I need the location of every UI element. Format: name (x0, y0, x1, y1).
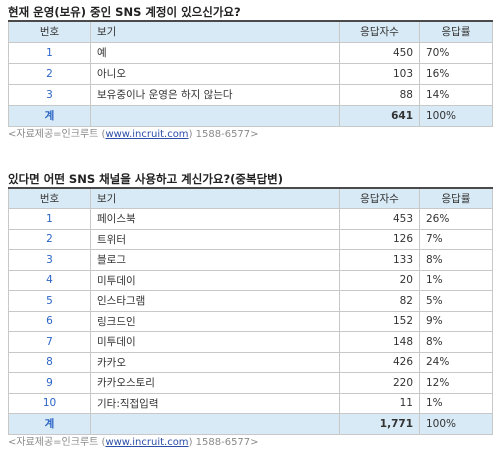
row-rate: 9% (419, 310, 493, 332)
row-option: 보유중이나 운영은 하지 않는다 (90, 83, 340, 106)
row-option: 카카오스토리 (90, 372, 340, 394)
row-responses: 88 (339, 83, 420, 106)
source-link[interactable]: www.incruit.com (105, 436, 189, 448)
total-responses: 1,771 (339, 413, 420, 435)
source-suffix: ) 1588-6577> (188, 436, 259, 448)
row-option: 미투데이 (90, 331, 340, 353)
row-rate: 24% (419, 351, 493, 373)
header-rate: 응답률 (419, 20, 493, 43)
row-responses: 148 (339, 331, 420, 353)
header-no: 번호 (8, 187, 91, 209)
row-responses: 103 (339, 62, 420, 85)
row-rate: 16% (419, 62, 493, 85)
row-no: 1 (8, 41, 91, 64)
row-responses: 82 (339, 290, 420, 312)
row-responses: 152 (339, 310, 420, 332)
row-option: 링크드인 (90, 310, 340, 332)
total-row: 계 641 100% (8, 104, 493, 127)
row-no: 10 (8, 392, 91, 414)
survey-2-section: 있다면 어떤 SNS 채널을 사용하고 계신가요?(중복답변) 번호 보기 응답… (8, 171, 493, 451)
table-row: 5 인스타그램 82 5% (8, 290, 493, 312)
row-option: 아니오 (90, 62, 340, 85)
row-no: 2 (8, 62, 91, 85)
table-row: 1 페이스북 453 26% (8, 208, 493, 230)
row-no: 2 (8, 228, 91, 250)
survey-1-title: 현재 운영(보유) 중인 SNS 계정이 있으신가요? (8, 5, 241, 19)
survey-1-table: 번호 보기 응답자수 응답률 1 예 450 70% 2 아니오 103 16%… (8, 20, 493, 127)
survey-1-source: <자료제공=인크루트 (www.incruit.com) 1588-6577> (8, 127, 492, 143)
total-option-empty (90, 413, 340, 435)
table-row: 3 블로그 133 8% (8, 249, 493, 271)
row-rate: 8% (419, 331, 493, 353)
row-no: 6 (8, 310, 91, 332)
row-rate: 12% (419, 372, 493, 394)
row-rate: 14% (419, 83, 493, 106)
row-no: 4 (8, 269, 91, 291)
header-responses: 응답자수 (339, 187, 420, 209)
row-option: 인스타그램 (90, 290, 340, 312)
row-no: 9 (8, 372, 91, 394)
table-row: 4 미투데이 20 1% (8, 269, 493, 291)
total-rate: 100% (419, 104, 493, 127)
table-row: 2 아니오 103 16% (8, 62, 493, 85)
total-rate: 100% (419, 413, 493, 435)
row-no: 3 (8, 83, 91, 106)
row-no: 3 (8, 249, 91, 271)
source-prefix: <자료제공=인크루트 ( (8, 436, 106, 448)
source-suffix: ) 1588-6577> (188, 128, 259, 140)
table-row: 7 미투데이 148 8% (8, 331, 493, 353)
row-no: 5 (8, 290, 91, 312)
row-rate: 1% (419, 392, 493, 414)
row-responses: 453 (339, 208, 420, 230)
table-header-row: 번호 보기 응답자수 응답률 (8, 187, 493, 209)
row-rate: 26% (419, 208, 493, 230)
row-responses: 20 (339, 269, 420, 291)
table-row: 9 카카오스토리 220 12% (8, 372, 493, 394)
row-no: 8 (8, 351, 91, 373)
total-responses: 641 (339, 104, 420, 127)
table-row: 2 트위터 126 7% (8, 228, 493, 250)
table-row: 3 보유중이나 운영은 하지 않는다 88 14% (8, 83, 493, 106)
row-responses: 220 (339, 372, 420, 394)
table-row: 1 예 450 70% (8, 41, 493, 64)
survey-2-source: <자료제공=인크루트 (www.incruit.com) 1588-6577> (8, 435, 492, 451)
survey-2-title: 있다면 어떤 SNS 채널을 사용하고 계신가요?(중복답변) (8, 172, 283, 186)
header-option: 보기 (90, 20, 340, 43)
header-no: 번호 (8, 20, 91, 43)
row-responses: 11 (339, 392, 420, 414)
row-option: 트위터 (90, 228, 340, 250)
row-responses: 133 (339, 249, 420, 271)
survey-1-section: 현재 운영(보유) 중인 SNS 계정이 있으신가요? 번호 보기 응답자수 응… (8, 4, 493, 143)
total-option-empty (90, 104, 340, 127)
total-label: 계 (8, 413, 91, 435)
source-prefix: <자료제공=인크루트 ( (8, 128, 106, 140)
row-rate: 1% (419, 269, 493, 291)
header-responses: 응답자수 (339, 20, 420, 43)
table-header-row: 번호 보기 응답자수 응답률 (8, 20, 493, 43)
survey-2-table: 번호 보기 응답자수 응답률 1 페이스북 453 26% 2 트위터 126 … (8, 187, 493, 435)
row-option: 카카오 (90, 351, 340, 373)
row-responses: 450 (339, 41, 420, 64)
total-row: 계 1,771 100% (8, 413, 493, 435)
table-row: 6 링크드인 152 9% (8, 310, 493, 332)
row-rate: 7% (419, 228, 493, 250)
row-responses: 126 (339, 228, 420, 250)
table-row: 10 기타:직접입력 11 1% (8, 392, 493, 414)
row-option: 페이스북 (90, 208, 340, 230)
row-option: 예 (90, 41, 340, 64)
row-responses: 426 (339, 351, 420, 373)
header-rate: 응답률 (419, 187, 493, 209)
row-no: 1 (8, 208, 91, 230)
header-option: 보기 (90, 187, 340, 209)
row-no: 7 (8, 331, 91, 353)
table-row: 8 카카오 426 24% (8, 351, 493, 373)
total-label: 계 (8, 104, 91, 127)
source-link[interactable]: www.incruit.com (105, 128, 189, 140)
row-option: 블로그 (90, 249, 340, 271)
row-rate: 8% (419, 249, 493, 271)
row-rate: 5% (419, 290, 493, 312)
row-rate: 70% (419, 41, 493, 64)
row-option: 기타:직접입력 (90, 392, 340, 414)
row-option: 미투데이 (90, 269, 340, 291)
